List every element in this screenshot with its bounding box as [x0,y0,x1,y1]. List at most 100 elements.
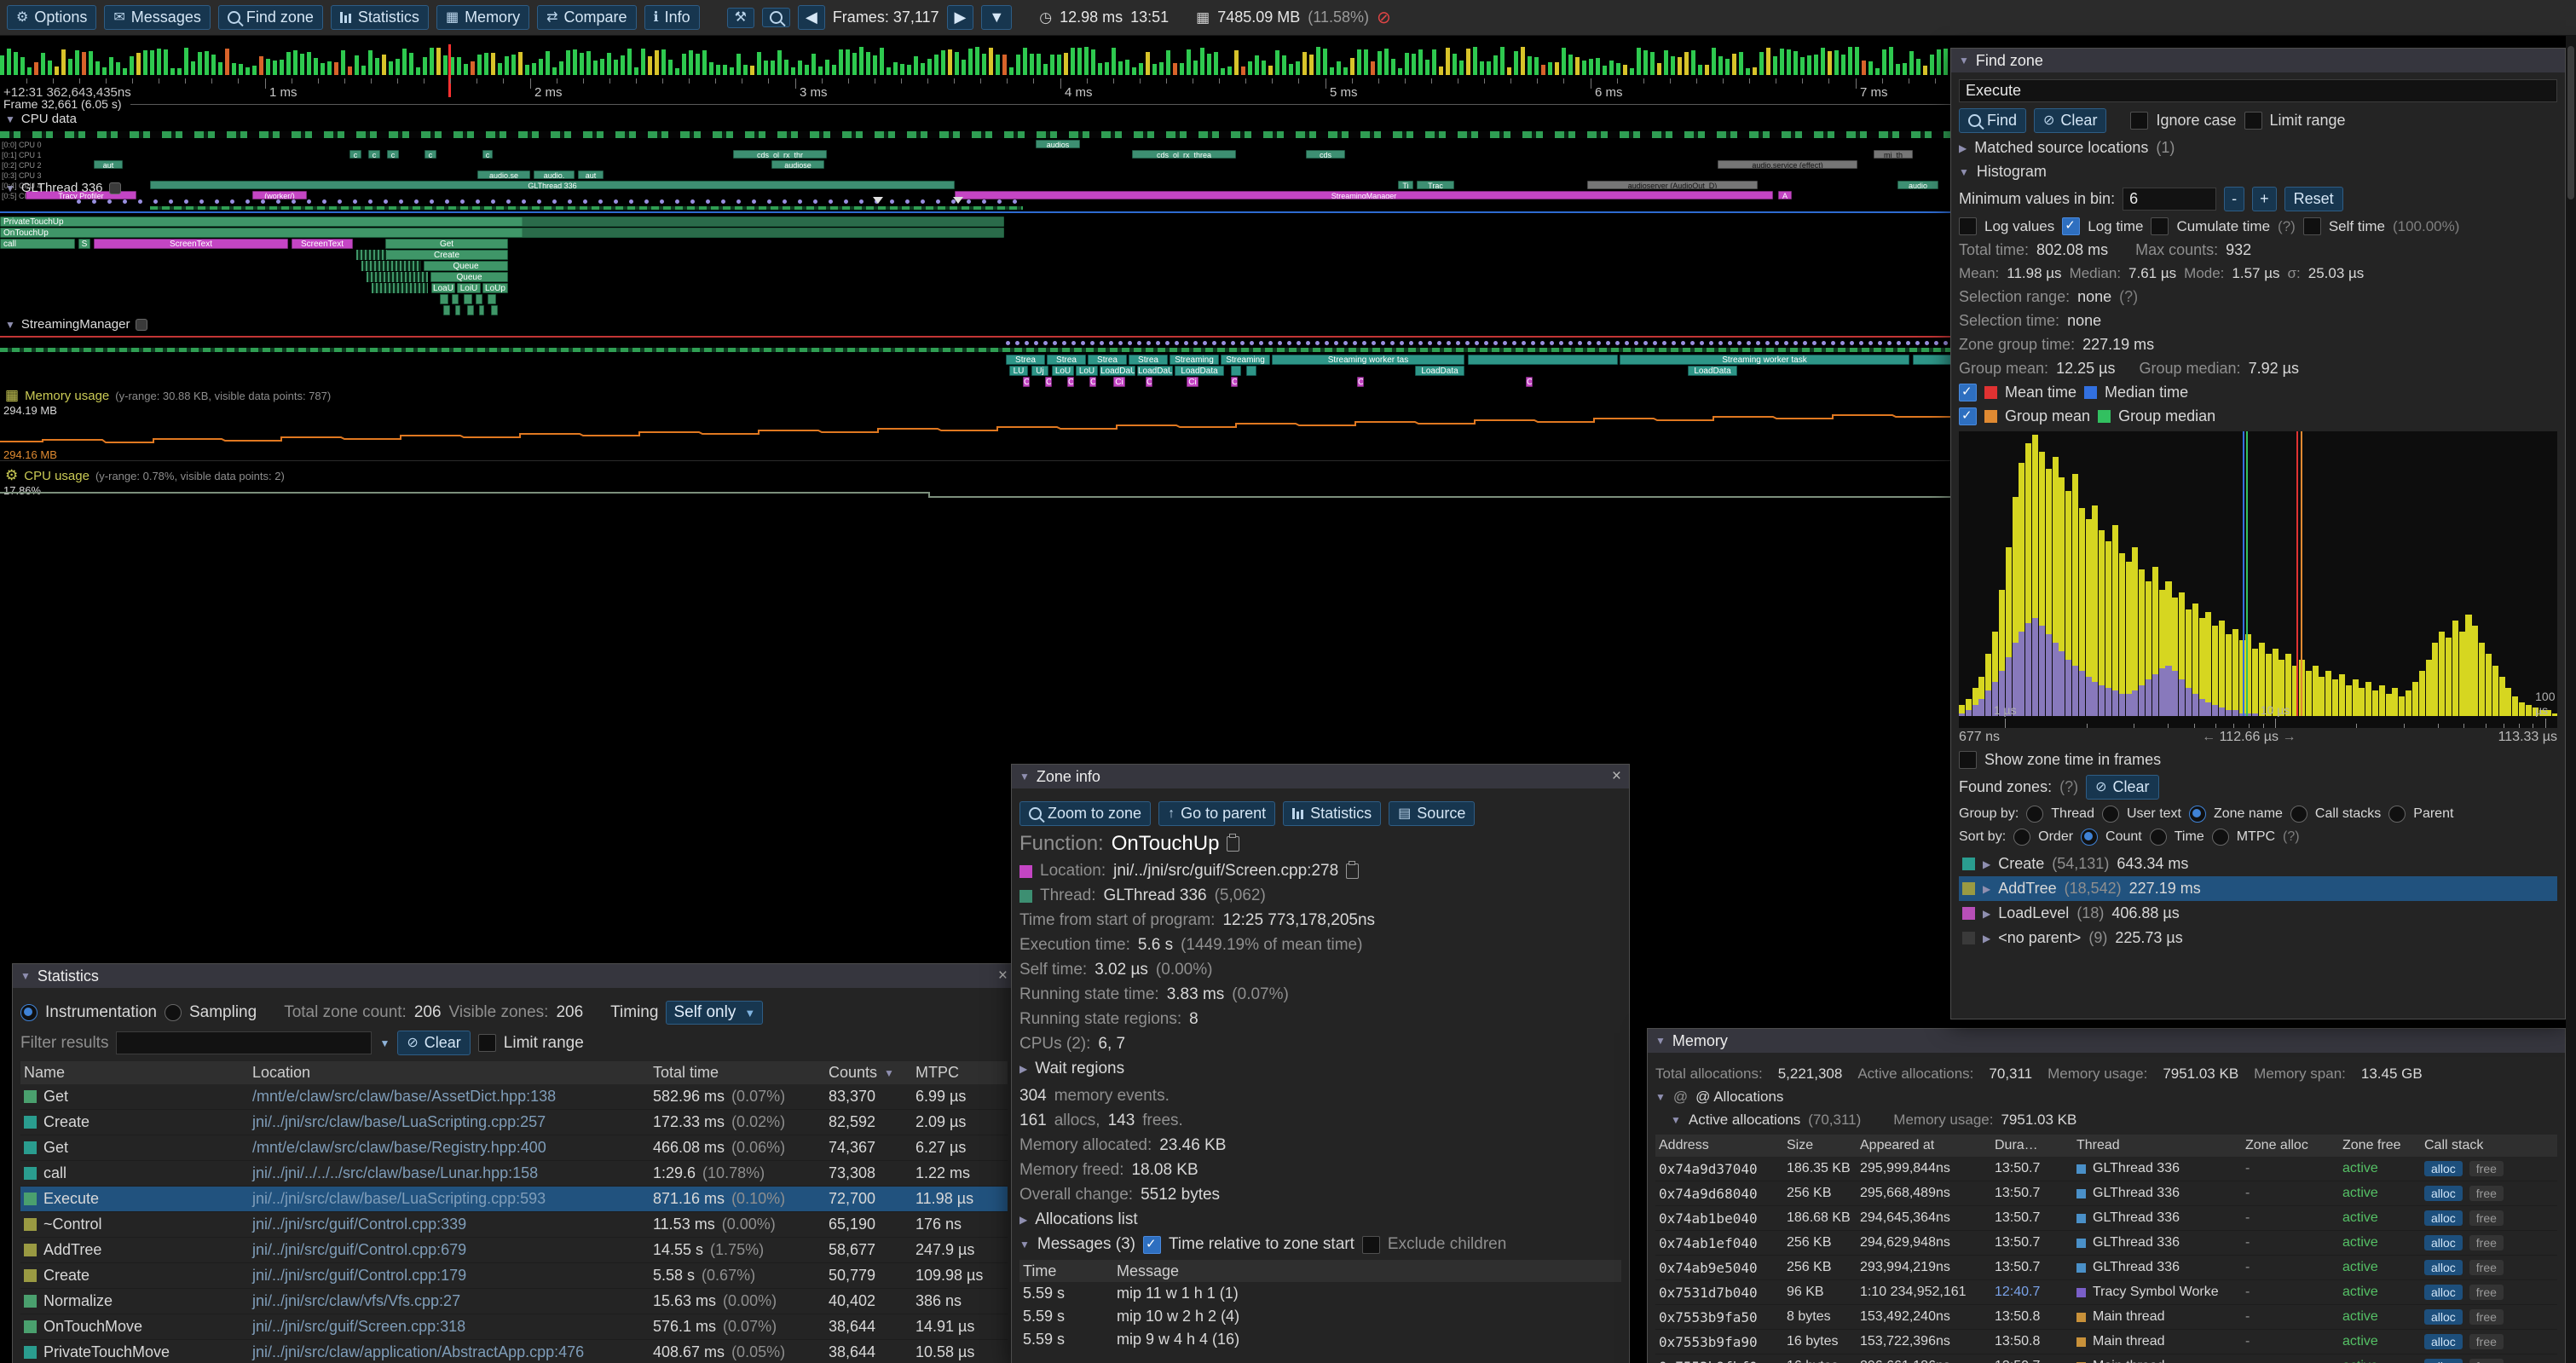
message-dot[interactable] [1747,341,1751,345]
scrollbar-thumb[interactable] [2567,46,2574,199]
message-dot[interactable] [675,199,679,204]
frame-bar[interactable] [600,59,604,75]
zone-bar[interactable]: C [1231,377,1238,387]
zoom-to-zone-button[interactable]: Zoom to zone [1019,801,1152,826]
message-dot[interactable] [552,199,557,204]
zone-bar[interactable]: Queue [424,261,508,271]
frame-bar[interactable] [982,54,986,75]
time-relative-checkbox[interactable] [1143,1235,1161,1254]
message-dot[interactable] [1690,341,1695,345]
message-dot[interactable] [399,199,403,204]
frame-bar[interactable] [34,62,38,75]
col-zone-alloc[interactable]: Zone alloc [2245,1138,2308,1152]
message-row[interactable]: 5.59 s mip 9 w 4 h 4 (16) [1019,1328,1621,1351]
frame-bar[interactable] [914,56,918,75]
frame-bar[interactable] [61,49,66,75]
table-row[interactable]: Create jni/../jni/src/claw/base/LuaScript… [20,1110,1008,1135]
message-dot[interactable] [1175,341,1179,345]
frame-bar[interactable] [1364,49,1368,75]
message-dot[interactable] [1531,341,1535,345]
group-by-radio-thread[interactable] [2026,806,2044,823]
toolbar-button-messages[interactable]: ✉ Messages [104,5,211,30]
frame-bar[interactable] [1671,56,1675,75]
message-dot[interactable] [905,199,910,204]
frame-bar[interactable] [184,48,188,75]
message-dot[interactable] [629,199,633,204]
col-counts[interactable]: Counts ▼ [829,1064,894,1081]
frame-bar[interactable] [1064,53,1068,75]
zone-bar[interactable]: LoadData [1688,366,1737,376]
found-zone-group[interactable]: ▶ LoadLevel (18) 406.88 µs [1959,901,2557,926]
frame-bar[interactable] [1234,50,1239,75]
frame-bar[interactable] [1077,48,1082,75]
frame-bar[interactable] [280,60,284,75]
col-message[interactable]: Message [1117,1262,1180,1279]
alloc-callstack-button[interactable]: alloc [2424,1260,2463,1275]
frame-bar[interactable] [198,52,202,75]
frame-bar[interactable] [1862,61,1866,75]
frame-bar[interactable] [859,47,863,75]
frame-bar[interactable] [225,49,229,75]
table-row[interactable]: 0x7553b9fa90 16 bytes 153,722,396ns 13:50.8… [1655,1330,2557,1354]
frame-bar[interactable] [1289,64,1293,75]
frame-bar[interactable] [661,49,666,75]
free-callstack-button[interactable]: free [2469,1285,2504,1300]
frame-bar[interactable] [1657,63,1661,75]
frame-bar[interactable] [1050,55,1054,75]
zone-bar[interactable]: LoaU [431,283,455,293]
cpu-zone-bar[interactable]: c [349,150,361,159]
frame-bar[interactable] [1514,51,1518,75]
message-dot[interactable] [1765,341,1770,345]
prev-frame-button[interactable]: ◀ [797,5,825,30]
message-dot[interactable] [1109,341,1113,345]
exclude-children-checkbox[interactable] [1361,1235,1380,1254]
frame-bar[interactable] [743,65,748,75]
log-values-checkbox[interactable] [1959,217,1977,235]
frame-bar[interactable] [1282,55,1286,75]
frame-bar[interactable] [402,49,407,75]
message-dot[interactable] [1568,341,1573,345]
table-row[interactable]: 0x74a9d37040 186.35 KB 295,999,844ns 13:50.… [1655,1157,2557,1181]
message-dot[interactable] [1906,341,1910,345]
collapse-icon[interactable]: ▼ [20,970,31,982]
message-dot[interactable] [153,199,158,204]
zone-bar[interactable] [464,294,472,304]
frame-bar[interactable] [723,65,727,75]
message-dot[interactable] [1259,341,1263,345]
zone-bar[interactable]: LoadData [1175,366,1224,376]
frame-bar[interactable] [348,66,352,75]
frame-bar[interactable] [1507,67,1511,75]
frame-bar[interactable] [546,51,550,75]
message-dot[interactable] [1718,341,1723,345]
message-dot[interactable] [783,199,787,204]
message-dot[interactable] [736,199,741,204]
frame-bar[interactable] [552,67,557,75]
message-dot[interactable] [690,199,695,204]
message-dot[interactable] [1503,341,1507,345]
alloc-address[interactable]: 0x7531d7b040 [1659,1284,1758,1301]
frame-bar[interactable] [1800,57,1805,75]
frame-bar[interactable] [1896,64,1900,75]
frame-bar[interactable] [130,56,134,75]
frame-bar[interactable] [300,54,304,75]
frame-bar[interactable] [1909,51,1914,75]
message-dot[interactable] [1437,341,1441,345]
message-dot[interactable] [1381,341,1385,345]
free-callstack-button[interactable]: free [2469,1210,2504,1226]
message-dot[interactable] [1372,341,1376,345]
find-button[interactable]: Find [1959,108,2027,133]
table-row[interactable]: Normalize jni/../jni/src/claw/vfs/Vfs.cpp… [20,1289,1008,1314]
frame-bar[interactable] [1609,61,1614,75]
show-zone-time-checkbox[interactable] [1959,751,1977,769]
message-marker-icon[interactable] [873,197,883,204]
message-dot[interactable] [1222,341,1226,345]
frame-bar[interactable] [1030,54,1034,75]
message-dot[interactable] [1775,341,1779,345]
col-call-stack[interactable]: Call stack [2424,1138,2484,1152]
zone-bar[interactable]: LU [1009,366,1028,376]
message-dot[interactable] [859,199,863,204]
col-name[interactable]: Name [24,1064,66,1081]
col-zone-free[interactable]: Zone free [2342,1138,2401,1152]
frame-bar[interactable] [634,67,638,75]
message-dot[interactable] [476,199,480,204]
